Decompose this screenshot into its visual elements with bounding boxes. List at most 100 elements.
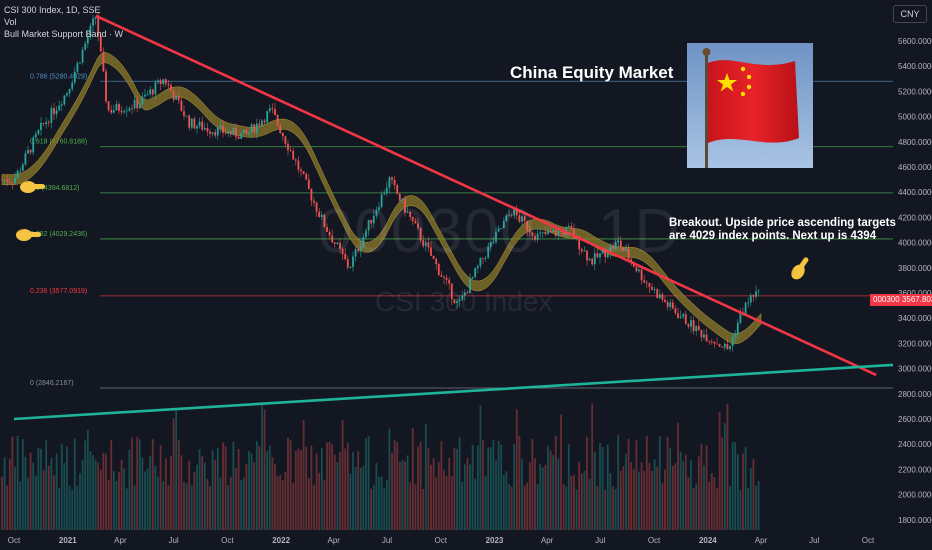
candle-body xyxy=(216,127,219,136)
x-axis-label: Oct xyxy=(862,536,875,545)
volume-bar xyxy=(388,428,391,530)
volume-bar xyxy=(263,409,266,530)
volume-bars xyxy=(1,403,760,530)
candle-body xyxy=(289,150,292,151)
volume-bar xyxy=(697,456,700,530)
candle-body xyxy=(638,269,640,272)
candle-body xyxy=(427,242,430,248)
volume-bar xyxy=(414,484,417,530)
candle-body xyxy=(656,289,659,298)
x-axis-label: Oct xyxy=(434,536,447,545)
volume-bar xyxy=(180,455,183,530)
volume-bar xyxy=(320,448,323,530)
volume-bar xyxy=(331,444,334,530)
candle-body xyxy=(458,299,461,302)
volume-bar xyxy=(120,459,123,530)
volume-bar xyxy=(123,468,126,530)
volume-bar xyxy=(757,481,760,530)
volume-bar xyxy=(193,471,196,530)
volume-bar xyxy=(34,475,37,530)
fib-label: 0.5 (4394.6812) xyxy=(30,185,79,192)
candle-body xyxy=(536,233,539,240)
volume-bar xyxy=(674,463,677,530)
volume-bar xyxy=(573,474,575,530)
volume-bar xyxy=(591,403,594,530)
volume-bar xyxy=(593,451,596,530)
descending-trendline xyxy=(95,14,877,377)
volume-bar xyxy=(209,486,211,530)
volume-bar xyxy=(638,471,640,530)
hand-palm xyxy=(20,181,36,193)
volume-bar xyxy=(461,481,464,530)
candle-body xyxy=(242,129,245,133)
candle-body xyxy=(609,245,612,254)
candle-body xyxy=(190,118,193,128)
volume-bar xyxy=(175,408,178,530)
candle-body xyxy=(580,249,583,252)
volume-bar xyxy=(219,477,222,530)
volume-bar xyxy=(131,437,133,530)
volume-bar xyxy=(466,457,469,530)
candle-body xyxy=(60,104,63,106)
volume-bar xyxy=(684,454,687,530)
volume-bar xyxy=(604,489,607,530)
volume-bar xyxy=(235,468,237,530)
volume-bar xyxy=(328,441,331,530)
volume-bar xyxy=(362,465,365,530)
china-flag-image xyxy=(687,43,813,168)
legend-volume[interactable]: Vol xyxy=(4,17,17,27)
candle-body xyxy=(102,51,105,72)
volume-bar xyxy=(643,470,646,530)
volume-bar xyxy=(172,418,175,530)
volume-bar xyxy=(294,450,297,530)
volume-bar xyxy=(742,453,744,530)
candle-body xyxy=(8,182,11,183)
volume-bar xyxy=(76,485,79,530)
legend-indicator[interactable]: Bull Market Support Band · W xyxy=(4,29,124,39)
candle-body xyxy=(310,188,313,201)
volume-bar xyxy=(409,482,412,530)
volume-bar xyxy=(214,459,217,530)
candle-body xyxy=(422,240,425,246)
volume-bar xyxy=(63,463,66,530)
volume-bar xyxy=(448,458,451,530)
volume-bar xyxy=(60,443,63,530)
candle-body xyxy=(318,211,321,217)
volume-bar xyxy=(578,461,581,530)
volume-bar xyxy=(141,457,144,530)
candle-body xyxy=(739,312,742,323)
currency-button[interactable]: CNY xyxy=(893,5,927,23)
volume-bar xyxy=(554,435,557,530)
candle-body xyxy=(393,179,396,186)
pointing-finger-icon xyxy=(791,257,809,280)
volume-bar xyxy=(16,435,19,530)
volume-bar xyxy=(372,484,375,530)
candle-body xyxy=(287,143,289,151)
legend-symbol[interactable]: CSI 300 Index, 1D, SSE xyxy=(4,5,101,15)
x-axis-label: Apr xyxy=(328,536,341,545)
candle-body xyxy=(466,292,469,294)
volume-bar xyxy=(664,469,666,530)
candle-body xyxy=(479,257,482,267)
volume-bar xyxy=(268,445,271,530)
candle-body xyxy=(635,266,638,272)
candle-body xyxy=(92,18,94,26)
candle-body xyxy=(66,93,68,96)
trendlines[interactable] xyxy=(13,14,894,421)
volume-bar xyxy=(484,475,487,530)
volume-bar xyxy=(458,437,461,530)
volume-bar xyxy=(14,466,16,530)
volume-bar xyxy=(92,455,94,530)
candle-body xyxy=(37,130,40,134)
volume-bar xyxy=(6,485,9,530)
fib-label: 0.786 (5280.4029) xyxy=(30,73,87,80)
volume-bar xyxy=(357,451,360,530)
volume-bar xyxy=(547,445,549,530)
volume-bar xyxy=(752,459,755,530)
volume-bar xyxy=(567,444,570,530)
volume-bar xyxy=(695,483,698,530)
